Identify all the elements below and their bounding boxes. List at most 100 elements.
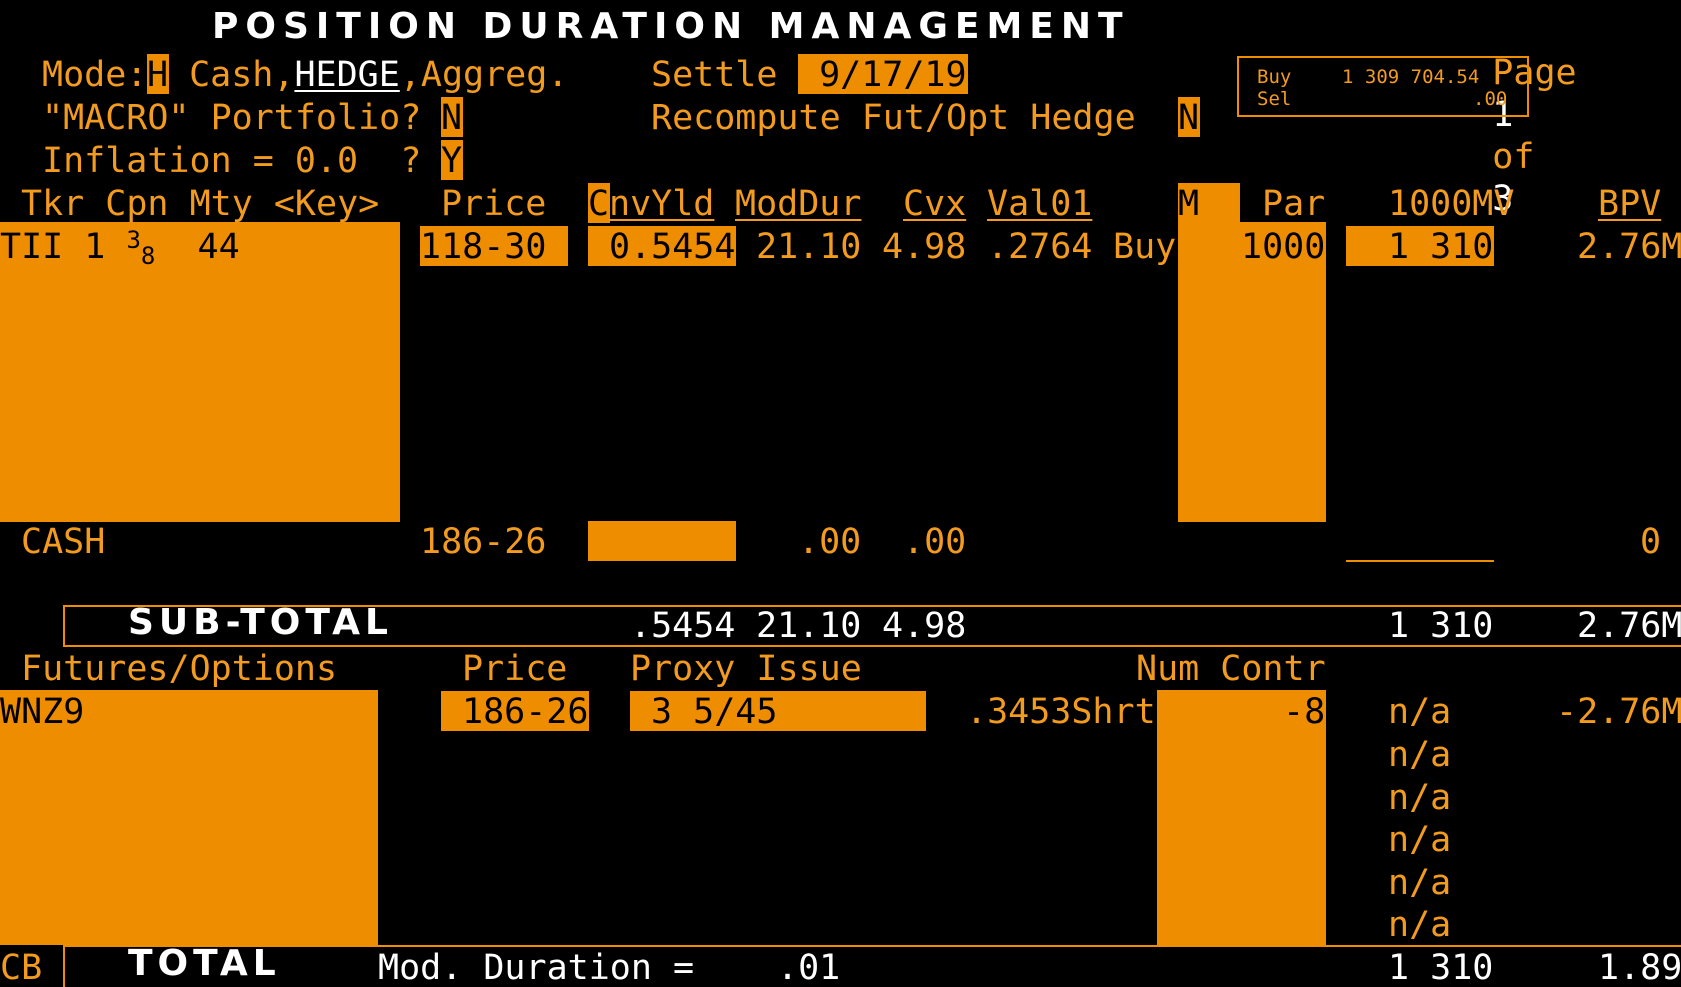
mode-value[interactable]: H: [147, 55, 169, 95]
futures-na-row-3: n/a: [1388, 778, 1452, 818]
cash-cvx: .00: [903, 522, 967, 562]
subtotal-mv: 1 310: [1388, 606, 1494, 646]
total-label: TOTAL: [128, 943, 281, 984]
futures-header: Futures/Options: [21, 649, 338, 689]
position-coupon-num: 3: [126, 226, 141, 254]
futures-ratio: .3453Shrt: [966, 692, 1156, 732]
position-mv[interactable]: 1 310: [1388, 227, 1494, 267]
settle-date[interactable]: 9/17/19: [798, 55, 967, 95]
futures-price-header: Price: [462, 649, 568, 689]
mv-input-box[interactable]: [1346, 226, 1494, 266]
inflation-value[interactable]: Y: [441, 141, 463, 181]
cnv-c-box[interactable]: [588, 183, 610, 223]
mode-cash: Cash,: [168, 55, 295, 95]
inflation-label: Inflation = 0.0 ?: [42, 141, 422, 181]
col-tkr-cpn-mty: Tkr Cpn Mty <Key>: [21, 184, 380, 224]
futures-price[interactable]: 186-26: [462, 692, 589, 732]
subtotal-label: SUB-TOTAL: [128, 602, 393, 643]
position-ticker-text: TII 1: [0, 227, 106, 267]
cash-label: CASH: [21, 522, 106, 562]
macro-input-box[interactable]: [441, 97, 463, 137]
key-entry-column[interactable]: [0, 222, 400, 522]
futures-na-row-6: n/a: [1388, 905, 1452, 945]
yield-input-box[interactable]: [588, 226, 736, 266]
total-bpv: 1.89: [1598, 948, 1681, 987]
position-yield[interactable]: 0.5454: [609, 227, 736, 267]
col-price: Price: [441, 184, 547, 224]
page-of: of: [1492, 137, 1535, 177]
buy-sell-summary: [1237, 56, 1529, 117]
futures-contracts[interactable]: -8: [1283, 692, 1326, 732]
subtotal-yield: .5454: [630, 606, 736, 646]
sel-value: .00: [1473, 88, 1508, 110]
num-contr-column[interactable]: [1157, 690, 1326, 945]
position-ticker[interactable]: TII 1 38 44: [0, 226, 240, 270]
col-cnvyld-c[interactable]: C: [588, 184, 610, 224]
futures-contr-header: Num Contr: [1136, 649, 1326, 689]
position-price[interactable]: 118-30: [420, 227, 547, 267]
page-title: POSITION DURATION MANAGEMENT: [212, 6, 1130, 47]
cash-moddur: .00: [798, 522, 862, 562]
recompute-input-box[interactable]: [1178, 97, 1200, 137]
price-input-box[interactable]: [420, 226, 568, 266]
futures-na-row-2: n/a: [1388, 735, 1452, 775]
subtotal-cvx: 4.98: [882, 606, 967, 646]
total-bar: [63, 945, 1681, 987]
page-total: 3: [1492, 179, 1514, 219]
buy-value: 1 309 704.54: [1342, 66, 1480, 88]
col-1000mv: 1000MV: [1388, 184, 1515, 224]
buy-label: Buy: [1257, 66, 1292, 88]
position-val01: .2764: [987, 227, 1093, 267]
recompute-value[interactable]: N: [1178, 98, 1200, 138]
subtotal-bar: [63, 605, 1681, 647]
m-par-column[interactable]: [1178, 222, 1326, 522]
mode-aggreg: ,Aggreg.: [399, 55, 569, 95]
position-bpv: 2.76M: [1577, 227, 1681, 267]
subtotal-moddur: 21.10: [756, 606, 862, 646]
futures-na-row-4: n/a: [1388, 820, 1452, 860]
futures-ticker-column[interactable]: [0, 690, 378, 945]
settle-label: Settle: [651, 55, 778, 95]
proxy-issue-box[interactable]: [630, 691, 926, 731]
mode-hedge: HEDGE: [294, 55, 400, 95]
futures-bpv: -2.76M: [1556, 692, 1681, 732]
position-side: Buy: [1113, 227, 1177, 267]
position-cvx: 4.98: [882, 227, 967, 267]
col-bpv: BPV: [1598, 184, 1662, 224]
col-par: Par: [1262, 184, 1326, 224]
cash-bpv: 0: [1640, 522, 1662, 562]
col-moddur: ModDur: [735, 184, 862, 224]
mode-input-box[interactable]: [147, 54, 169, 94]
macro-label: "MACRO" Portfolio?: [42, 98, 422, 138]
futures-proxy-header: Proxy Issue: [630, 649, 862, 689]
total-mv: 1 310: [1388, 948, 1494, 987]
total-cb: CB: [0, 948, 43, 987]
futures-ticker[interactable]: WNZ9: [0, 692, 85, 732]
total-duration-value: .01: [777, 948, 841, 987]
futures-mv: n/a: [1388, 692, 1452, 732]
col-val01: Val01: [987, 184, 1093, 224]
position-par[interactable]: 1000: [1241, 227, 1326, 267]
futures-proxy[interactable]: 3 5/45: [651, 692, 778, 732]
cash-yield-box[interactable]: [588, 521, 736, 561]
m-header-box[interactable]: [1178, 183, 1240, 223]
macro-value[interactable]: N: [441, 98, 463, 138]
sel-label: Sel: [1257, 88, 1292, 110]
settle-input-box[interactable]: [798, 54, 968, 94]
page-indicator: Page 1 of 3: [1408, 10, 1576, 219]
position-maturity: 44: [197, 227, 240, 267]
futures-price-box[interactable]: [441, 691, 589, 731]
subtotal-bpv: 2.76M: [1577, 606, 1681, 646]
col-m[interactable]: M: [1178, 184, 1200, 224]
futures-na-row-5: n/a: [1388, 863, 1452, 903]
mode-options: Cash,HEDGE,Aggreg.: [168, 54, 568, 96]
col-cnvyld: nvYld: [609, 184, 715, 224]
col-cvx: Cvx: [903, 184, 967, 224]
cash-price: 186-26: [420, 522, 547, 562]
page-prefix: Page: [1492, 53, 1577, 93]
position-coupon-den: 8: [140, 242, 156, 270]
position-moddur: 21.10: [756, 227, 862, 267]
inflation-input-box[interactable]: [441, 140, 463, 180]
mode-label: Mode:: [42, 55, 148, 95]
